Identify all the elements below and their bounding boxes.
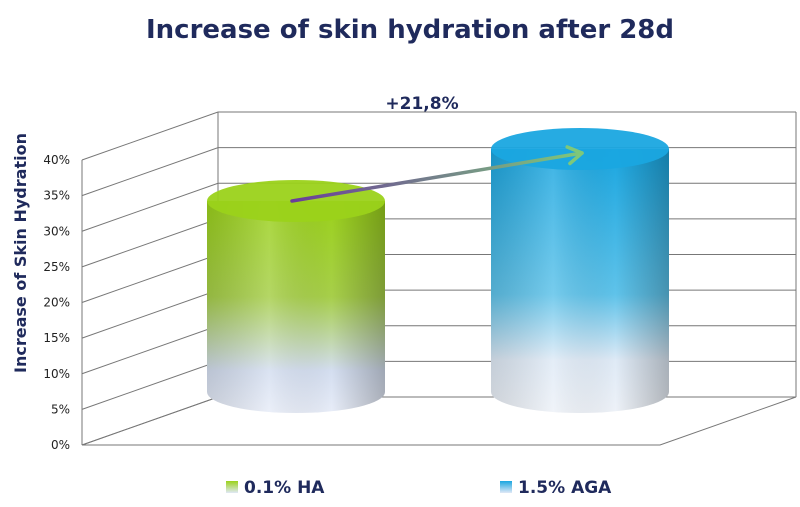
increase-annotation: +21,8%	[385, 94, 458, 114]
bar-aga	[491, 128, 669, 413]
bars	[207, 128, 669, 413]
y-tick-label: 10%	[43, 367, 70, 381]
gridline	[81, 147, 796, 197]
gridline	[81, 289, 796, 339]
bar-shade	[207, 201, 385, 413]
legend-label-aga: 1.5% AGA	[518, 478, 612, 498]
gridline	[81, 325, 796, 375]
y-tick-label: 25%	[43, 260, 70, 274]
increase-arrow-head	[565, 145, 584, 166]
floor	[81, 396, 797, 446]
y-tick-label: 5%	[51, 402, 70, 416]
gridline	[81, 218, 796, 268]
grid	[81, 111, 797, 446]
left-wall-edge	[81, 112, 797, 445]
legend: 0.1% HA 1.5% AGA	[226, 478, 612, 498]
gridline	[81, 360, 796, 410]
gridline	[81, 182, 796, 232]
y-tick-label: 30%	[43, 224, 70, 238]
bar-ha	[207, 180, 385, 413]
y-tick-label: 20%	[43, 296, 70, 310]
increase-arrow	[290, 151, 584, 203]
bar-shade	[491, 149, 669, 413]
gridline	[81, 396, 796, 446]
y-tick-label: 40%	[43, 153, 70, 167]
legend-label-ha: 0.1% HA	[244, 478, 325, 498]
y-tick-label: 35%	[43, 189, 70, 203]
y-tick-label: 15%	[43, 331, 70, 345]
legend-swatch-aga	[500, 481, 512, 493]
legend-item-aga: 1.5% AGA	[500, 478, 612, 498]
gridline	[81, 111, 796, 161]
gridline	[81, 254, 796, 303]
chart-title: Increase of skin hydration after 28d	[146, 15, 674, 45]
legend-swatch-ha	[226, 481, 238, 493]
annotation: +21,8%	[290, 94, 584, 203]
y-axis-label: Increase of Skin Hydration	[11, 133, 30, 373]
y-tick-label: 0%	[51, 438, 70, 452]
y-axis-ticks: 0% 5% 10% 15% 20% 25% 30% 35% 40%	[43, 153, 70, 452]
legend-item-ha: 0.1% HA	[226, 478, 325, 498]
